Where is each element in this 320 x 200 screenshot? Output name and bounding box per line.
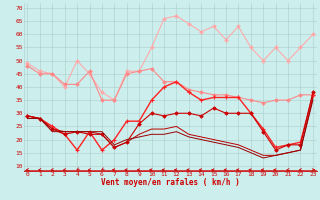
X-axis label: Vent moyen/en rafales ( km/h ): Vent moyen/en rafales ( km/h )	[101, 178, 240, 187]
